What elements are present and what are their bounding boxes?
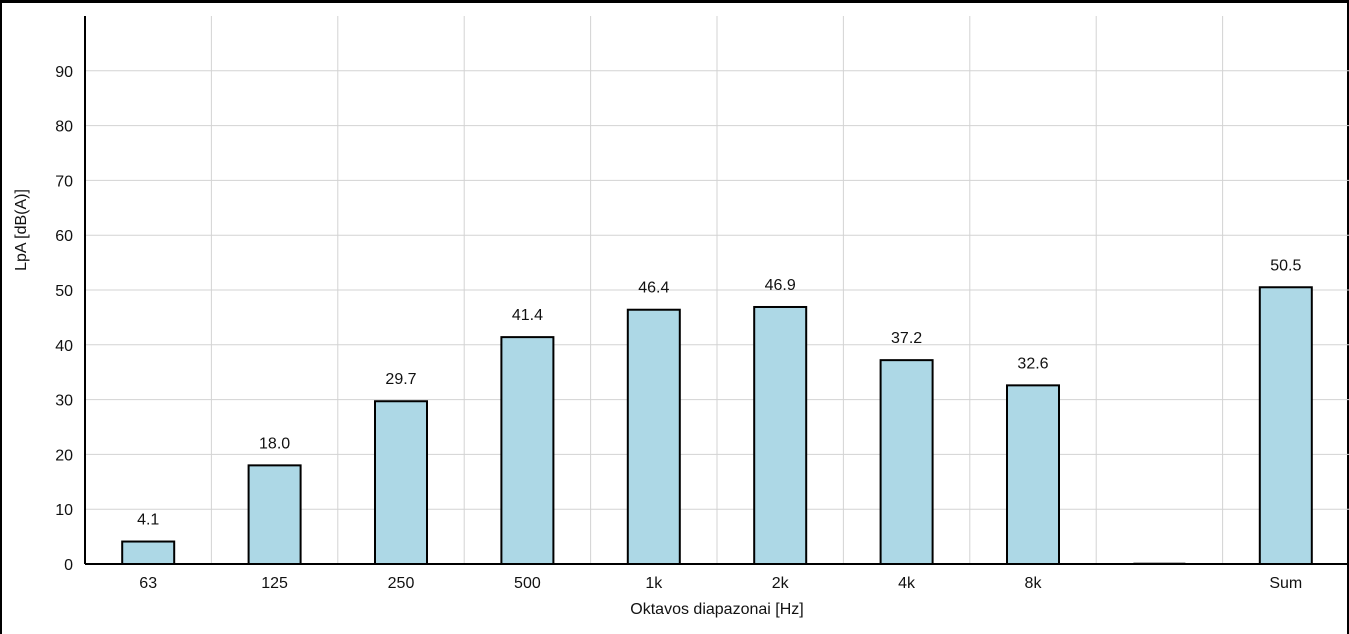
x-tick-label: 250 <box>388 575 415 592</box>
y-tick-label: 70 <box>55 173 73 190</box>
y-tick-labels: 0 10 20 30 40 50 60 70 80 90 <box>55 64 73 574</box>
bar-value-label: 50.5 <box>1270 257 1301 274</box>
y-tick-label: 30 <box>55 393 73 410</box>
bars <box>121 286 1313 566</box>
bar <box>1006 384 1060 565</box>
y-tick-label: 60 <box>55 228 73 245</box>
x-tick-label: Sum <box>1269 575 1302 592</box>
x-tick-label: 8k <box>1025 575 1043 592</box>
x-tick-label: 4k <box>898 575 916 592</box>
bar-value-label: 46.4 <box>638 280 669 297</box>
bar-value-label: 4.1 <box>137 512 159 529</box>
x-tick-label: 125 <box>261 575 288 592</box>
x-tick-label: 63 <box>139 575 157 592</box>
value-labels: 4.1 18.0 29.7 41.4 46.4 46.9 37.2 32.6 50.5 <box>137 257 1301 528</box>
bar-value-label: 41.4 <box>512 307 543 324</box>
bar-value-label: 32.6 <box>1017 355 1048 372</box>
bar-value-label: 29.7 <box>385 371 416 388</box>
bar <box>1258 286 1313 565</box>
bar <box>374 400 428 565</box>
y-tick-label: 10 <box>55 502 73 519</box>
y-tick-label: 0 <box>64 557 73 574</box>
bar <box>500 336 555 565</box>
y-axis-label: LpA [dB(A)] <box>13 189 30 271</box>
bar <box>879 359 934 566</box>
bar <box>247 464 302 565</box>
y-tick-label: 90 <box>55 64 73 81</box>
y-tick-label: 20 <box>55 447 73 464</box>
grid-lines <box>85 16 1349 564</box>
bar <box>121 540 176 565</box>
x-axis-label: Oktavos diapazonai [Hz] <box>630 601 803 618</box>
y-tick-label: 50 <box>55 283 73 300</box>
bar <box>753 305 808 565</box>
axes <box>84 16 1349 565</box>
bar-value-label: 18.0 <box>259 435 290 452</box>
bar-value-label: 37.2 <box>891 330 922 347</box>
y-tick-label: 40 <box>55 338 73 355</box>
x-tick-label: 2k <box>772 575 790 592</box>
x-tick-label: 1k <box>645 575 663 592</box>
x-tick-labels: 63 125 250 500 1k 2k 4k 8k Sum <box>139 575 1302 592</box>
y-tick-label: 80 <box>55 119 73 136</box>
bar-value-label: 46.9 <box>765 277 796 294</box>
x-tick-label: 500 <box>514 575 541 592</box>
bar <box>626 308 681 565</box>
